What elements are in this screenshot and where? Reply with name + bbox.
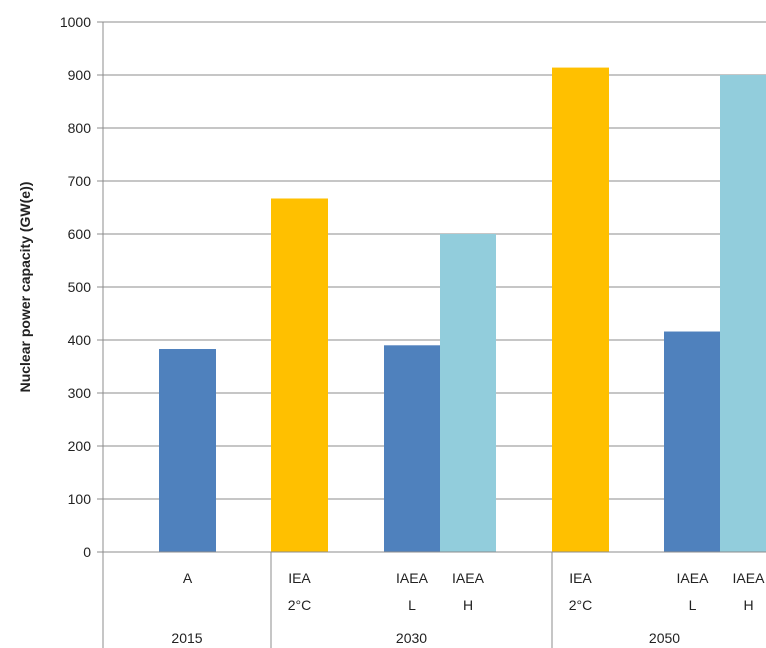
x-axis: A 2015 IEA 2°C IAEA L IAEA H 2030 IEA 2°C IAEA L IAEA…	[97, 551, 766, 648]
y-tick-label: 0	[83, 544, 91, 560]
bar	[664, 331, 721, 552]
x-tick-label: L	[408, 597, 416, 613]
x-tick-label: IAEA	[452, 570, 485, 586]
group-label: 2050	[649, 630, 680, 646]
x-tick-label: H	[463, 597, 473, 613]
y-tick-label: 300	[68, 385, 92, 401]
y-tick-label: 700	[68, 173, 92, 189]
y-tick-label: 400	[68, 332, 92, 348]
y-tick-label: 900	[68, 67, 92, 83]
y-axis: 0 100 200 300 400 500 600 700 800 900 1000	[60, 14, 104, 648]
y-tick-label: 1000	[60, 14, 91, 30]
y-tick-label: 500	[68, 279, 92, 295]
x-tick-label: A	[183, 570, 193, 586]
y-tick-label: 200	[68, 438, 92, 454]
group-label: 2015	[171, 630, 202, 646]
bar	[159, 349, 216, 552]
x-tick-label: 2°C	[569, 597, 593, 613]
y-tick-label: 100	[68, 491, 92, 507]
bar	[552, 67, 609, 552]
bar	[440, 234, 496, 552]
x-tick-label: IAEA	[733, 570, 766, 586]
x-tick-label: IEA	[569, 570, 592, 586]
y-tick-label: 600	[68, 226, 92, 242]
bar	[384, 345, 440, 552]
x-tick-label: IAEA	[677, 570, 710, 586]
bars	[159, 67, 766, 553]
y-tick-label: 800	[68, 120, 92, 136]
y-axis-label: Nuclear power capacity (GW(e))	[17, 182, 33, 393]
bar	[271, 198, 328, 553]
bar	[720, 75, 766, 552]
x-tick-label: IAEA	[396, 570, 429, 586]
group-label: 2030	[396, 630, 427, 646]
x-tick-label: 2°C	[288, 597, 312, 613]
x-tick-label: IEA	[288, 570, 311, 586]
x-tick-label: L	[689, 597, 697, 613]
x-tick-label: H	[743, 597, 753, 613]
